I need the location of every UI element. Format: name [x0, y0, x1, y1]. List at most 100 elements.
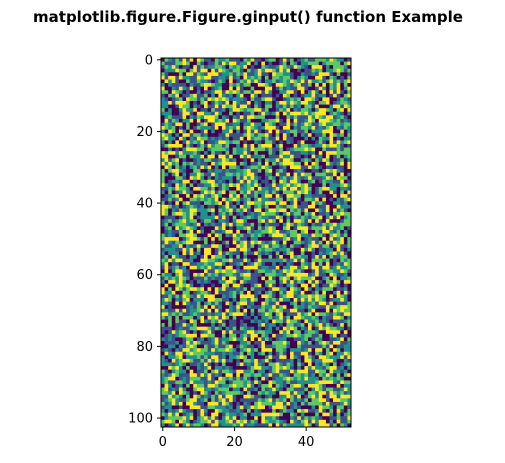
heatmap-cell — [315, 93, 320, 98]
heatmap-cell — [229, 290, 234, 295]
heatmap-cell — [175, 276, 180, 281]
heatmap-cell — [293, 97, 298, 102]
heatmap-cell — [300, 79, 305, 84]
heatmap-cell — [340, 247, 345, 252]
heatmap-cell — [239, 384, 244, 388]
heatmap-cell — [207, 323, 212, 328]
heatmap-cell — [229, 129, 234, 134]
heatmap-cell — [264, 251, 269, 256]
heatmap-cell — [171, 240, 176, 245]
heatmap-cell — [218, 161, 223, 166]
heatmap-cell — [164, 208, 169, 213]
heatmap-cell — [279, 333, 284, 338]
heatmap-cell — [336, 251, 341, 256]
heatmap-cell — [340, 179, 345, 184]
heatmap-cell — [189, 61, 194, 66]
heatmap-cell — [347, 108, 352, 113]
heatmap-cell — [171, 93, 176, 98]
heatmap-cell — [315, 90, 320, 95]
heatmap-cell — [207, 83, 212, 88]
heatmap-cell — [325, 172, 330, 177]
heatmap-cell — [293, 341, 298, 345]
heatmap-cell — [311, 240, 316, 245]
heatmap-cell — [254, 355, 259, 360]
heatmap-cell — [318, 290, 323, 295]
heatmap-cell — [282, 215, 287, 220]
heatmap-cell — [161, 79, 165, 84]
heatmap-cell — [243, 315, 248, 320]
heatmap-cell — [161, 72, 165, 77]
heatmap-cell — [196, 229, 201, 234]
heatmap-cell — [186, 265, 191, 270]
heatmap-cell — [232, 244, 237, 249]
heatmap-cell — [286, 287, 291, 292]
heatmap-cell — [161, 75, 165, 80]
heatmap-cell — [257, 190, 262, 195]
heatmap-cell — [225, 255, 230, 259]
heatmap-cell — [189, 158, 194, 163]
heatmap-cell — [325, 247, 330, 252]
heatmap-cell — [257, 93, 262, 98]
heatmap-cell — [218, 344, 223, 349]
heatmap-cell — [275, 272, 280, 277]
heatmap-cell — [214, 251, 219, 256]
heatmap-cell — [315, 208, 320, 213]
heatmap-cell — [200, 358, 205, 363]
heatmap-cell — [239, 222, 244, 227]
heatmap-cell — [243, 179, 248, 184]
heatmap-cell — [243, 118, 248, 123]
heatmap-cell — [200, 115, 205, 120]
heatmap-cell — [343, 369, 348, 374]
heatmap-cell — [161, 272, 165, 277]
heatmap-cell — [293, 136, 298, 141]
heatmap-cell — [207, 373, 212, 378]
heatmap-cell — [272, 169, 277, 173]
heatmap-cell — [318, 233, 323, 238]
heatmap-cell — [211, 83, 216, 88]
heatmap-cell — [315, 387, 320, 392]
heatmap-cell — [325, 136, 330, 141]
heatmap-cell — [189, 237, 194, 242]
heatmap-cell — [347, 380, 352, 385]
heatmap-cell — [178, 312, 183, 317]
heatmap-cell — [247, 333, 251, 338]
heatmap-cell — [196, 72, 201, 77]
heatmap-cell — [164, 83, 169, 88]
heatmap-cell — [257, 369, 262, 374]
heatmap-cell — [193, 283, 198, 288]
heatmap-cell — [275, 229, 280, 234]
heatmap-cell — [247, 344, 251, 349]
heatmap-cell — [232, 269, 237, 274]
heatmap-cell — [279, 104, 284, 109]
heatmap-cell — [279, 244, 284, 249]
heatmap-cell — [315, 229, 320, 234]
heatmap-cell — [333, 143, 338, 148]
heatmap-cell — [189, 244, 194, 249]
heatmap-cell — [275, 90, 280, 95]
heatmap-cell — [218, 169, 223, 173]
heatmap-cell — [275, 122, 280, 127]
heatmap-cell — [318, 129, 323, 134]
heatmap-cell — [178, 269, 183, 274]
heatmap-cell — [186, 183, 191, 188]
heatmap-cell — [221, 326, 226, 331]
heatmap-cell — [333, 151, 338, 156]
heatmap-cell — [229, 140, 234, 145]
heatmap-cell — [236, 215, 241, 220]
heatmap-cell — [322, 298, 327, 302]
heatmap-cell — [196, 233, 201, 238]
heatmap-cell — [186, 283, 191, 288]
heatmap-cell — [250, 362, 255, 367]
heatmap-cell — [171, 108, 176, 113]
heatmap-cell — [250, 258, 255, 263]
heatmap-cell — [178, 237, 183, 242]
heatmap-cell — [221, 251, 226, 256]
heatmap-cell — [268, 391, 273, 396]
heatmap-cell — [300, 215, 305, 220]
heatmap-cell — [250, 384, 255, 388]
heatmap-cell — [221, 366, 226, 371]
heatmap-cell — [254, 305, 259, 310]
heatmap-cell — [236, 186, 241, 191]
heatmap-cell — [304, 204, 309, 209]
heatmap-cell — [268, 122, 273, 127]
